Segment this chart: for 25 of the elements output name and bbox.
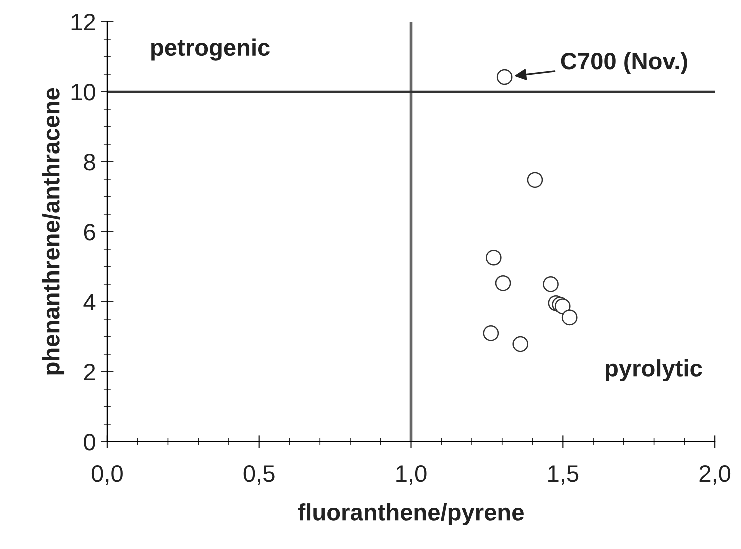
y-tick-label: 2 — [84, 364, 96, 381]
y-tick-label: 12 — [72, 14, 96, 31]
point — [495, 275, 512, 292]
y-tick-label: 0 — [84, 434, 96, 451]
x-tick-label: 0,0 — [92, 465, 123, 485]
x-tick-label: 0,5 — [244, 465, 275, 485]
point — [496, 69, 513, 86]
annotation: petrogenic — [152, 38, 270, 61]
x-tick-label: 2,0 — [700, 465, 731, 485]
y-tick-label: 10 — [72, 84, 96, 101]
point — [512, 336, 529, 352]
x-axis-title: fluoranthene/pyrene — [298, 504, 524, 526]
point — [562, 310, 578, 326]
y-axis-title: phenanthrene/anthracene — [42, 88, 65, 375]
y-tick-label: 8 — [84, 154, 96, 171]
y-tick-label: 4 — [84, 294, 96, 311]
x-tick-label: 1,5 — [548, 466, 579, 485]
annotation: pyrolytic — [606, 360, 702, 382]
x-tick-label: 1,0 — [396, 465, 427, 485]
point — [543, 276, 559, 292]
point — [486, 250, 502, 266]
y-tick-label: 6 — [84, 224, 96, 241]
point — [527, 172, 544, 188]
point — [483, 326, 500, 342]
annotation: C700 (Nov.) — [561, 52, 688, 74]
